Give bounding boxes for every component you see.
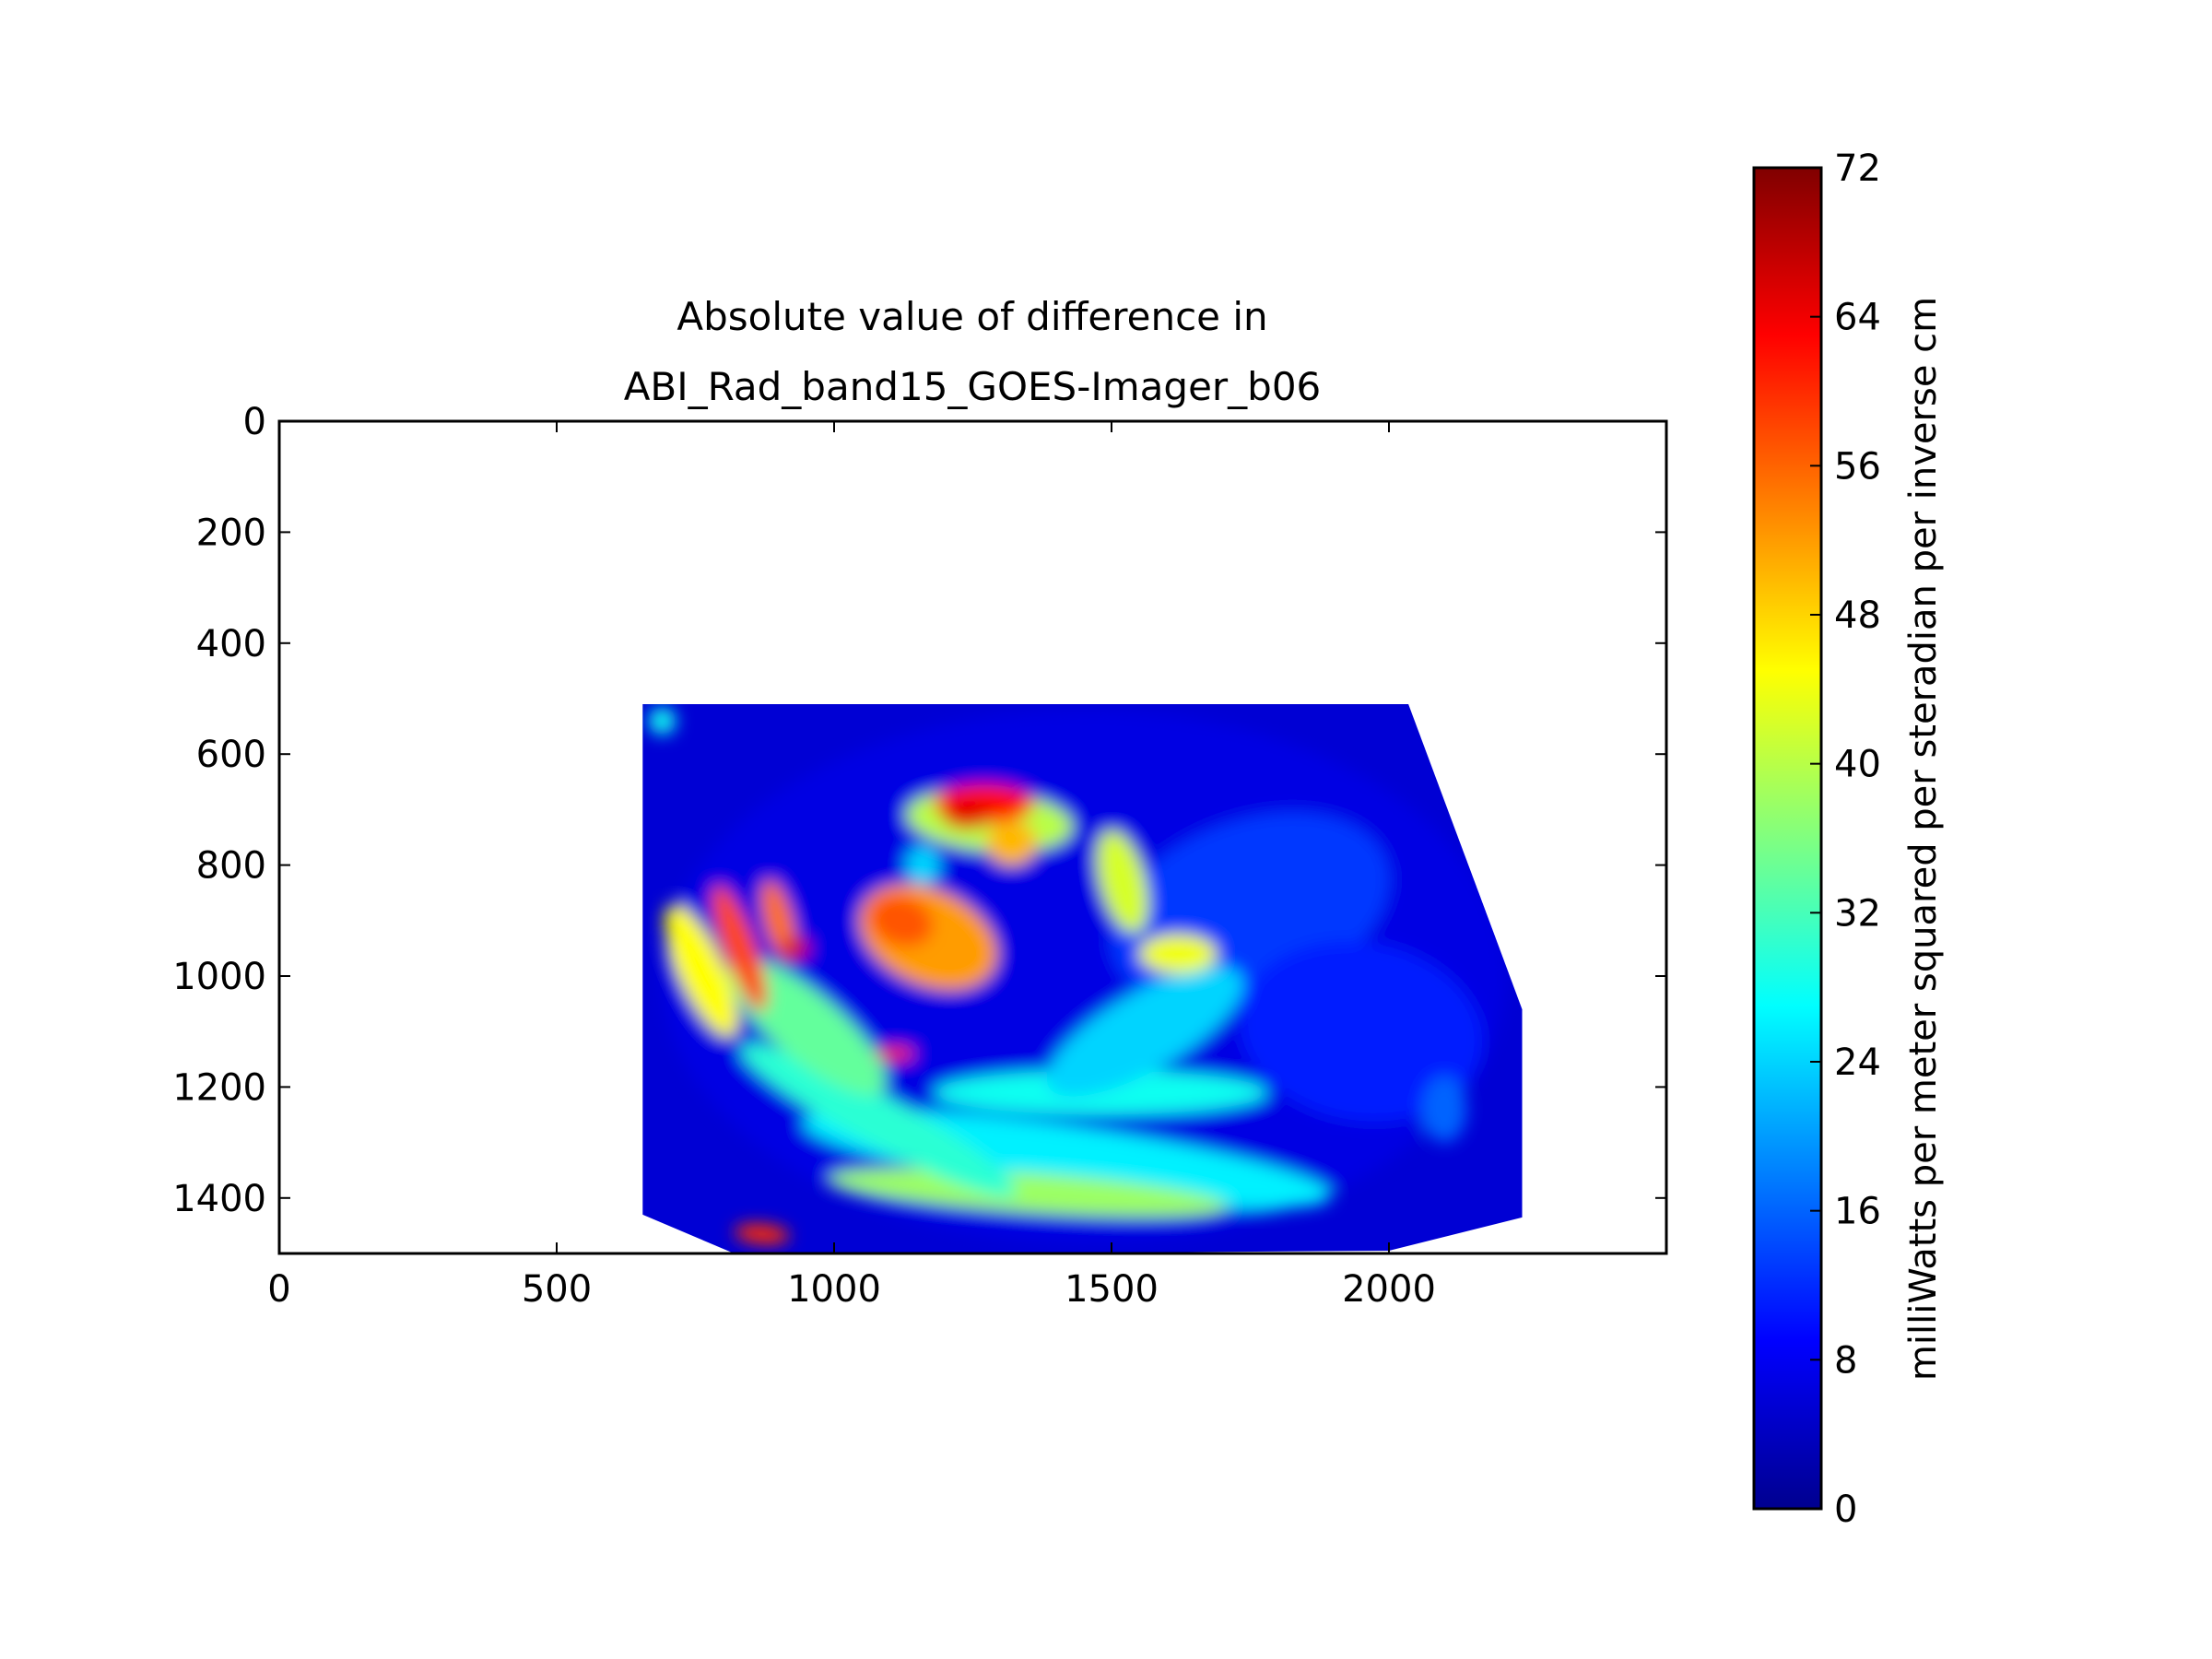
heatmap-region bbox=[734, 1223, 790, 1244]
colorbar: 0 8 16 24 32 40 48 56 64 72 milliWatts per meter … bbox=[1752, 147, 1945, 1531]
x-tick-label: 0 bbox=[267, 1268, 290, 1311]
heatmap-region bbox=[740, 1043, 1017, 1197]
colorbar-tick-label: 48 bbox=[1834, 594, 1881, 637]
heatmap-region bbox=[712, 885, 768, 1011]
heatmap-region bbox=[1240, 941, 1483, 1122]
heatmap-region bbox=[1046, 966, 1243, 1097]
heatmap-region bbox=[906, 845, 940, 885]
heatmap-region bbox=[942, 801, 993, 830]
colorbar-gradient bbox=[1752, 166, 1823, 1511]
x-tick-label: 500 bbox=[522, 1268, 592, 1311]
y-tick-label: 800 bbox=[196, 845, 266, 888]
colorbar-tick-label: 24 bbox=[1834, 1041, 1881, 1084]
colorbar-tick-label: 72 bbox=[1834, 147, 1881, 190]
y-tick-label: 600 bbox=[196, 734, 266, 776]
x-tick-label: 1500 bbox=[1065, 1268, 1159, 1311]
heatmap-image bbox=[642, 704, 1523, 1253]
y-tick-label: 0 bbox=[243, 401, 266, 443]
x-tick-label: 1000 bbox=[787, 1268, 881, 1311]
heatmap-region bbox=[1139, 934, 1218, 973]
colorbar-tick-label: 32 bbox=[1834, 892, 1881, 935]
heatmap-region bbox=[726, 957, 887, 1096]
heatmap-region bbox=[648, 707, 677, 735]
heatmap-region bbox=[664, 904, 738, 1037]
colorbar-tick-label: 64 bbox=[1834, 297, 1881, 339]
y-axis: 0 200 400 600 800 1000 1200 1400 bbox=[172, 401, 1666, 1220]
colorbar-tick-label: 40 bbox=[1834, 744, 1881, 786]
heatmap-region bbox=[1097, 830, 1148, 934]
heatmap-region bbox=[868, 894, 934, 947]
chart-title-line2: ABI_Rad_band15_GOES-Imager_b06 bbox=[624, 364, 1322, 409]
heatmap-region bbox=[986, 820, 1037, 865]
y-tick-label: 400 bbox=[196, 623, 266, 665]
heatmap-region bbox=[876, 1047, 915, 1061]
heatmap-region bbox=[1422, 1076, 1467, 1143]
chart-title-line1: Absolute value of difference in bbox=[677, 294, 1267, 339]
heatmap-region bbox=[829, 1168, 1228, 1217]
colorbar-label: milliWatts per meter squared per steradi… bbox=[1902, 297, 1945, 1381]
heatmap-region bbox=[781, 938, 809, 959]
plot-frame bbox=[277, 419, 1668, 1255]
colorbar-ticks: 0 8 16 24 32 40 48 56 64 72 bbox=[1810, 147, 1881, 1531]
y-tick-label: 200 bbox=[196, 512, 266, 554]
heatmap-region bbox=[934, 1070, 1267, 1115]
colorbar-tick-label: 0 bbox=[1834, 1488, 1857, 1531]
y-tick-label: 1000 bbox=[172, 956, 266, 998]
colorbar-tick-label: 8 bbox=[1834, 1339, 1857, 1382]
y-tick-label: 1400 bbox=[172, 1178, 266, 1220]
colorbar-tick-label: 16 bbox=[1834, 1191, 1881, 1233]
x-axis: 0 500 1000 1500 2000 bbox=[267, 421, 1436, 1311]
x-tick-label: 2000 bbox=[1342, 1268, 1436, 1311]
y-tick-label: 1200 bbox=[172, 1066, 266, 1109]
colorbar-tick-label: 56 bbox=[1834, 445, 1881, 488]
